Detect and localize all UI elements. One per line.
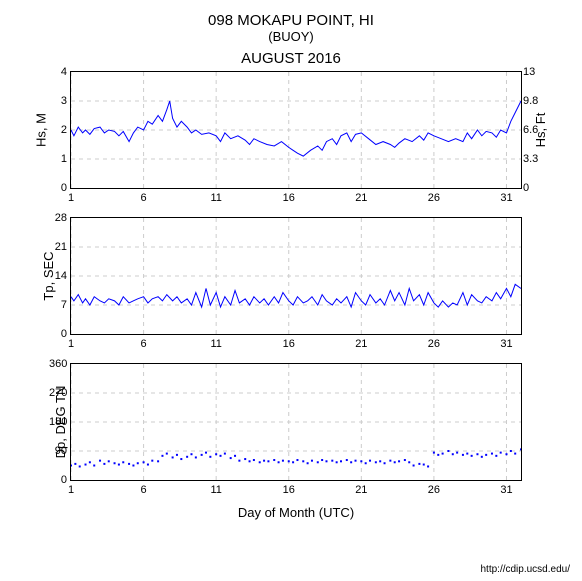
- y-tick-left: 28: [49, 212, 67, 224]
- x-tick: 1: [68, 338, 74, 350]
- y-tick-left: 270: [49, 387, 67, 399]
- hs-y-left-label: Hs, M: [33, 113, 48, 147]
- x-tick: 26: [428, 192, 440, 204]
- subtitle: (BUOY): [20, 29, 562, 44]
- y-tick-left: 180: [49, 416, 67, 428]
- x-tick: 21: [355, 338, 367, 350]
- x-tick: 11: [210, 192, 221, 204]
- footer-link: http://cdip.ucsd.edu/: [480, 564, 570, 575]
- y-tick-left: 1: [49, 153, 67, 165]
- y-tick-left: 0: [49, 328, 67, 340]
- x-tick: 26: [428, 484, 440, 496]
- y-tick-left: 2: [49, 124, 67, 136]
- y-tick-left: 7: [49, 299, 67, 311]
- y-tick-left: 3: [49, 95, 67, 107]
- y-tick-right: 9.8: [523, 95, 547, 107]
- month-title: AUGUST 2016: [20, 50, 562, 67]
- x-tick: 11: [210, 484, 221, 496]
- x-tick: 16: [283, 338, 295, 350]
- x-tick: 16: [283, 192, 295, 204]
- x-tick: 31: [500, 192, 512, 204]
- title-block: 098 MOKAPU POINT, HI (BUOY) AUGUST 2016: [20, 12, 562, 67]
- x-tick: 6: [141, 192, 147, 204]
- hs-chart-wrap: Hs, M Hs, Ft 0123403.36.69.8131611162126…: [70, 71, 522, 189]
- x-tick: 11: [210, 338, 221, 350]
- x-tick: 31: [500, 338, 512, 350]
- dp-chart-wrap: Dp, DEG TN 090180270360161116212631: [70, 363, 522, 481]
- x-tick: 1: [68, 192, 74, 204]
- y-tick-right: 3.3: [523, 153, 547, 165]
- x-tick: 21: [355, 192, 367, 204]
- y-tick-left: 0: [49, 182, 67, 194]
- tp-chart: 07142128161116212631: [70, 217, 522, 335]
- x-tick: 21: [355, 484, 367, 496]
- x-tick: 16: [283, 484, 295, 496]
- y-tick-left: 360: [49, 358, 67, 370]
- hs-chart: 0123403.36.69.813161116212631: [70, 71, 522, 189]
- y-tick-right: 6.6: [523, 124, 547, 136]
- x-tick: 1: [68, 484, 74, 496]
- x-tick: 31: [500, 484, 512, 496]
- main-title: 098 MOKAPU POINT, HI: [20, 12, 562, 29]
- y-tick-left: 21: [49, 241, 67, 253]
- y-tick-left: 0: [49, 474, 67, 486]
- dp-chart: 090180270360161116212631: [70, 363, 522, 481]
- y-tick-right: 0: [523, 182, 547, 194]
- chart-container: 098 MOKAPU POINT, HI (BUOY) AUGUST 2016 …: [0, 0, 582, 581]
- y-tick-right: 13: [523, 66, 547, 78]
- y-tick-left: 4: [49, 66, 67, 78]
- x-tick: 26: [428, 338, 440, 350]
- tp-chart-wrap: Tp, SEC 07142128161116212631: [70, 217, 522, 335]
- x-tick: 6: [141, 338, 147, 350]
- x-tick: 6: [141, 484, 147, 496]
- x-axis-label: Day of Month (UTC): [70, 505, 522, 520]
- y-tick-left: 14: [49, 270, 67, 282]
- y-tick-left: 90: [49, 445, 67, 457]
